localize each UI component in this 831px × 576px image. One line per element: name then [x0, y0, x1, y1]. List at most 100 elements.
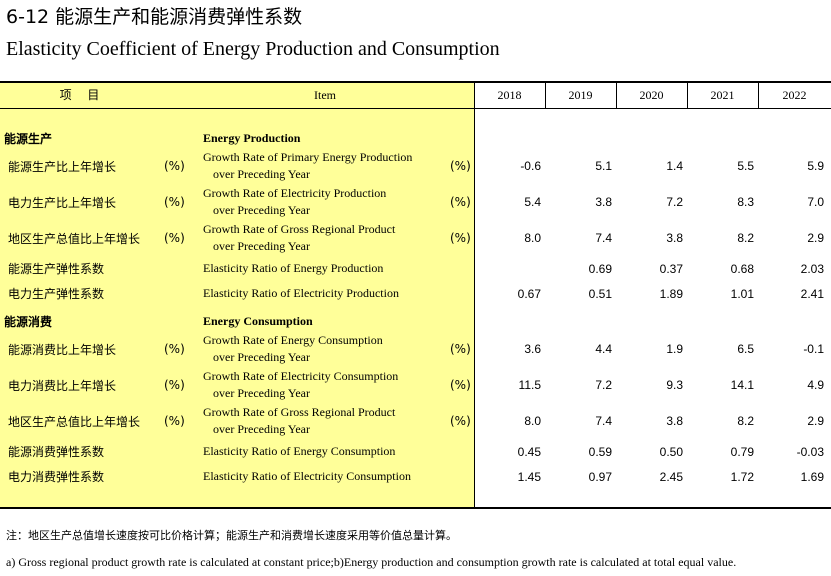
row-label-english: Growth Rate of Gross Regional Product ove… — [203, 403, 448, 439]
value-cell: 8.0 — [524, 414, 541, 428]
value-cell: 3.8 — [666, 231, 683, 245]
value-cell: 1.69 — [800, 469, 824, 484]
unit-label: (%) — [164, 195, 185, 209]
row-label-english: Energy Consumption — [203, 310, 448, 332]
value-cell: 0.51 — [588, 286, 612, 301]
row-label-english-line: over Preceding Year — [213, 239, 310, 253]
row-label-chinese: 能源消费弹性系数 — [8, 445, 105, 459]
value-cell: 1.45 — [517, 469, 541, 484]
header-year: 2022 — [782, 88, 807, 102]
value-cell: 5.5 — [737, 159, 754, 173]
footnote-chinese: 注：地区生产总值增长速度按可比价格计算；能源生产和消费增长速度采用等价值总量计算… — [6, 529, 457, 542]
header-divider — [545, 81, 546, 109]
value-cell — [471, 256, 541, 281]
unit-label: (%) — [164, 159, 185, 173]
value-cell: 14.1 — [730, 378, 754, 392]
row-label-english-line: Elasticity Ratio of Energy Production — [203, 261, 384, 275]
page-title-english: Elasticity Coefficient of Energy Product… — [6, 38, 500, 60]
table-header: 项 目 Item 2018 2019 2020 2021 2022 — [0, 83, 831, 108]
row-label-chinese: 地区生产总值比上年增长 — [8, 231, 141, 246]
table-row: 能源生产弹性系数 Elasticity Ratio of Energy Produ… — [0, 256, 831, 281]
unit-label: (%) — [450, 378, 471, 392]
value-cell: 5.4 — [524, 195, 541, 209]
row-label-chinese: 电力消费弹性系数 — [8, 470, 105, 484]
unit-label: (%) — [164, 378, 185, 392]
value-cell: 0.79 — [730, 444, 754, 459]
value-cell: 5.1 — [595, 159, 612, 173]
row-label-chinese: 能源生产弹性系数 — [8, 262, 105, 276]
value-cell: 1.72 — [730, 469, 754, 484]
table-row: 能源消费比上年增长 (%) Growth Rate of Energy Consum… — [0, 331, 831, 367]
value-cell: 11.5 — [518, 378, 541, 392]
statistics-table: 项 目 Item 2018 2019 2020 2021 2022 能源生产 En… — [0, 81, 831, 509]
value-cell: 3.6 — [524, 342, 541, 356]
table-row: 电力生产比上年增长 (%) Growth Rate of Electricity P… — [0, 184, 831, 220]
value-cell: 8.2 — [737, 414, 754, 428]
value-cell: 2.45 — [659, 469, 683, 484]
value-cell: 1.9 — [666, 342, 683, 356]
value-cell: 0.69 — [588, 261, 612, 276]
header-year: 2019 — [568, 88, 593, 102]
header-item-chinese: 项 目 — [59, 88, 106, 102]
table-row: 能源消费弹性系数 Elasticity Ratio of Energy Consu… — [0, 439, 831, 464]
value-cell: 8.3 — [737, 195, 754, 209]
row-label-chinese: 能源生产比上年增长 — [8, 159, 117, 174]
value-cell: 0.67 — [517, 286, 541, 301]
header-bottom-rule — [0, 108, 831, 109]
value-cell: 7.4 — [595, 231, 612, 245]
row-label-english-line: Growth Rate of Gross Regional Product — [203, 405, 396, 419]
value-cell: 2.41 — [800, 286, 824, 301]
table-row: 地区生产总值比上年增长 (%) Growth Rate of Gross Regio… — [0, 220, 831, 256]
table-row: 电力生产弹性系数 Elasticity Ratio of Electricity … — [0, 281, 831, 306]
column-divider — [474, 81, 475, 509]
row-label-chinese: 电力消费比上年增长 — [8, 378, 117, 393]
value-cell: 7.0 — [807, 195, 824, 209]
row-label-english: Growth Rate of Electricity Production ove… — [203, 184, 448, 220]
row-label-english-line: over Preceding Year — [213, 350, 310, 364]
row-label-english-line: over Preceding Year — [213, 203, 310, 217]
row-label-english: Elasticity Ratio of Electricity Consumpt… — [203, 464, 448, 489]
value-cell: 4.4 — [595, 342, 612, 356]
header-year: 2021 — [710, 88, 735, 102]
unit-label: (%) — [450, 414, 471, 428]
row-label-english-line: over Preceding Year — [213, 167, 310, 181]
table-bottom-rule — [0, 507, 831, 509]
value-cell: 0.37 — [659, 261, 683, 276]
unit-label: (%) — [450, 159, 471, 173]
unit-label: (%) — [164, 231, 185, 245]
header-year: 2018 — [497, 88, 522, 102]
row-label-chinese: 电力生产弹性系数 — [8, 287, 105, 301]
value-cell: -0.6 — [520, 159, 541, 173]
row-label-chinese: 能源消费比上年增长 — [8, 342, 117, 357]
row-label-chinese: 地区生产总值比上年增长 — [8, 414, 141, 429]
header-item-english: Item — [314, 88, 336, 102]
header-year: 2020 — [639, 88, 664, 102]
table-row: 地区生产总值比上年增长 (%) Growth Rate of Gross Regio… — [0, 403, 831, 439]
value-cell: 8.2 — [737, 231, 754, 245]
row-label-english-line: Energy Consumption — [203, 313, 313, 328]
row-label-chinese: 能源生产 — [4, 131, 53, 146]
item-column-highlight — [0, 81, 474, 509]
value-cell: 0.68 — [730, 261, 754, 276]
value-cell: 2.03 — [800, 261, 824, 276]
row-label-english: Growth Rate of Energy Consumption over Pr… — [203, 331, 448, 367]
value-cell: -0.03 — [796, 444, 824, 459]
row-label-english-line: Elasticity Ratio of Electricity Consumpt… — [203, 469, 411, 483]
unit-label: (%) — [450, 342, 471, 356]
section-header-row: 能源生产 Energy Production — [0, 127, 831, 149]
header-divider — [616, 81, 617, 109]
row-label-english: Growth Rate of Gross Regional Product ove… — [203, 220, 448, 256]
value-cell: 0.97 — [588, 469, 612, 484]
value-cell: 4.9 — [807, 378, 824, 392]
row-label-english: Elasticity Ratio of Electricity Producti… — [203, 281, 448, 306]
value-cell: 0.59 — [588, 444, 612, 459]
value-cell: 0.45 — [517, 444, 541, 459]
table-top-rule — [0, 81, 831, 83]
table-row: 能源生产比上年增长 (%) Growth Rate of Primary Energ… — [0, 148, 831, 184]
value-cell: 7.2 — [595, 378, 612, 392]
row-label-english-line: Growth Rate of Gross Regional Product — [203, 222, 396, 236]
value-cell: 5.9 — [807, 159, 824, 173]
value-cell: 7.2 — [666, 195, 683, 209]
section-header-row: 能源消费 Energy Consumption — [0, 310, 831, 332]
row-label-english-line: Elasticity Ratio of Electricity Producti… — [203, 286, 399, 300]
